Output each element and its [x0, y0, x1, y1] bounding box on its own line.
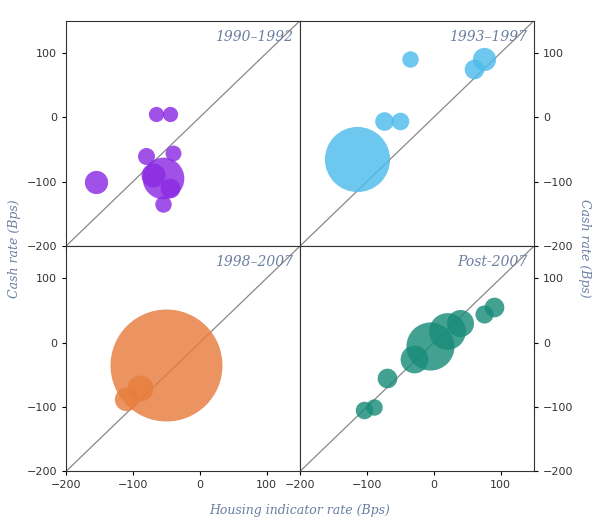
Point — [135, 383, 145, 392]
Text: Post-2007: Post-2007 — [457, 255, 527, 269]
Point — [479, 310, 488, 318]
Point — [161, 361, 171, 369]
Point — [148, 171, 158, 179]
Text: Cash rate (Bps): Cash rate (Bps) — [8, 199, 22, 298]
Point — [455, 319, 465, 327]
Point — [359, 406, 368, 414]
Point — [369, 403, 379, 411]
Point — [168, 149, 178, 157]
Point — [489, 303, 499, 311]
Point — [382, 374, 392, 382]
Point — [379, 117, 388, 125]
Point — [91, 178, 101, 186]
Text: 1998–2007: 1998–2007 — [215, 255, 293, 269]
Point — [406, 55, 415, 64]
Text: Housing indicator rate (Bps): Housing indicator rate (Bps) — [209, 503, 391, 517]
Point — [352, 155, 362, 163]
Point — [409, 355, 418, 363]
Point — [165, 110, 175, 118]
Point — [158, 200, 168, 208]
Point — [479, 55, 488, 64]
Point — [121, 395, 131, 404]
Point — [469, 65, 479, 73]
Text: Cash rate (Bps): Cash rate (Bps) — [578, 199, 592, 298]
Point — [165, 184, 175, 192]
Point — [442, 327, 452, 335]
Text: 1993–1997: 1993–1997 — [449, 30, 527, 44]
Point — [158, 175, 168, 183]
Point — [151, 110, 161, 118]
Point — [425, 342, 435, 350]
Point — [142, 152, 151, 160]
Text: 1990–1992: 1990–1992 — [215, 30, 293, 44]
Point — [395, 117, 405, 125]
